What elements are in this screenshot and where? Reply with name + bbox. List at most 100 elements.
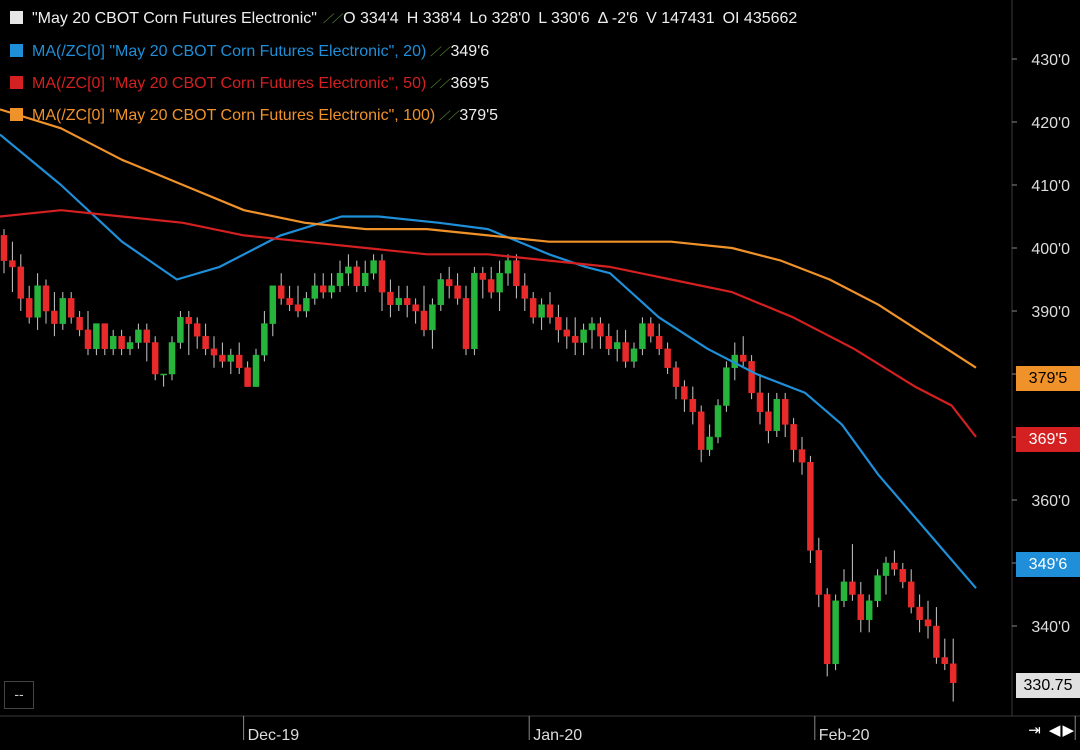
candle-body <box>857 594 865 620</box>
y-tick-label: 400'0 <box>1031 241 1070 258</box>
candle-body <box>933 625 940 658</box>
candle-body <box>790 424 797 450</box>
candle-body <box>244 367 251 387</box>
candle-body <box>748 361 755 394</box>
candle-body <box>9 260 16 268</box>
ohlc-volume: V 147431 <box>646 10 715 27</box>
candle-body <box>815 550 823 595</box>
candle-body <box>0 235 8 261</box>
candle-body <box>865 600 873 620</box>
ma50-label: MA(/ZC[0] "May 20 CBOT Corn Futures Elec… <box>32 75 427 92</box>
ma50-value: 369'5 <box>450 75 490 92</box>
candle-body <box>689 398 697 413</box>
candle-body <box>303 298 310 312</box>
ma100-swatch <box>10 108 23 121</box>
candle-body <box>681 386 688 400</box>
candle-body <box>849 581 856 595</box>
collapse-button[interactable]: -- <box>4 681 34 709</box>
candle-body <box>210 348 218 356</box>
candle-body <box>807 461 814 551</box>
candle-body <box>286 298 293 305</box>
candle-body <box>84 329 92 350</box>
candle-body <box>697 411 705 450</box>
candle-body <box>177 317 184 343</box>
candle-body <box>168 342 176 375</box>
candle-body <box>563 329 571 337</box>
symbol-legend[interactable]: "May 20 CBOT Corn Futures Electronic" ⟋⟋ O… <box>10 10 805 28</box>
study-settings-icon[interactable]: ⟋⟋ <box>322 11 342 26</box>
candle-body <box>193 323 201 337</box>
ma-line-ma20 <box>0 133 977 589</box>
candle-body <box>597 323 604 337</box>
candle-body <box>445 279 453 287</box>
candle-body <box>613 342 621 350</box>
candle-body <box>34 285 41 318</box>
candle-body <box>370 260 377 274</box>
ma20-value: 349'6 <box>450 43 490 60</box>
candle-body <box>109 335 117 350</box>
symbol-label: "May 20 CBOT Corn Futures Electronic" <box>32 10 317 27</box>
candle-body <box>412 304 419 312</box>
candle-body <box>765 411 772 431</box>
candle-body <box>723 367 730 406</box>
candle-body <box>101 323 109 350</box>
candle-body <box>605 335 613 350</box>
candle-body <box>916 606 923 620</box>
ma20-price-badge: 349'6 <box>1016 552 1080 577</box>
ohlc-last: L 330'6 <box>538 10 590 27</box>
study-settings-icon[interactable]: ⟋⟋ <box>430 76 449 91</box>
candle-body <box>160 373 167 376</box>
ma20-label: MA(/ZC[0] "May 20 CBOT Corn Futures Elec… <box>32 43 427 60</box>
x-axis-band <box>0 716 1080 750</box>
candle-body <box>949 663 957 683</box>
candle-body <box>538 304 545 318</box>
candle-body <box>941 657 949 665</box>
study-settings-icon[interactable]: ⟋⟋ <box>430 44 449 59</box>
candle-body <box>823 594 831 665</box>
ma100-price-badge: 379'5 <box>1016 366 1080 391</box>
candle-body <box>924 619 932 627</box>
candle-body <box>479 272 487 280</box>
candle-body <box>235 354 243 368</box>
candle-body <box>622 342 629 362</box>
candle-body <box>891 562 898 570</box>
candle-body <box>387 291 394 305</box>
ma20-swatch <box>10 44 23 57</box>
candle-body <box>781 398 789 425</box>
candle-body <box>59 298 67 324</box>
candle-body <box>143 329 151 343</box>
candle-body <box>756 392 764 413</box>
ma50-legend[interactable]: MA(/ZC[0] "May 20 CBOT Corn Futures Elec… <box>10 75 489 93</box>
candle-body <box>899 569 907 583</box>
candle-body <box>261 323 268 356</box>
ma100-legend[interactable]: MA(/ZC[0] "May 20 CBOT Corn Futures Elec… <box>10 107 498 125</box>
expand-arrows-icon[interactable]: ⇥ ◀▶ <box>1028 722 1076 739</box>
candle-body <box>319 285 327 293</box>
candle-body <box>706 436 713 450</box>
candle-body <box>429 304 436 331</box>
candle-body <box>328 285 335 293</box>
candle-body <box>76 317 83 331</box>
candle-body <box>395 298 403 305</box>
candle-body <box>345 266 352 274</box>
ma20-legend[interactable]: MA(/ZC[0] "May 20 CBOT Corn Futures Elec… <box>10 43 489 61</box>
candle-body <box>294 304 302 312</box>
candle-body <box>529 298 537 318</box>
symbol-swatch <box>10 11 23 24</box>
candle-body <box>202 335 209 350</box>
candle-body <box>151 342 159 375</box>
last-price-badge: 330.75 <box>1016 673 1080 698</box>
candlesticks <box>0 229 957 702</box>
candle-body <box>739 354 747 362</box>
candle-body <box>504 260 512 274</box>
candle-body <box>588 323 596 331</box>
candle-body <box>219 354 226 362</box>
y-axis-ticks: 430'0420'0410'0400'0390'0380'0370'0360'0… <box>1012 52 1070 636</box>
study-settings-icon[interactable]: ⟋⟋ <box>439 108 458 123</box>
candle-body <box>269 285 277 324</box>
candle-body <box>840 581 848 602</box>
ma50-price-badge: 369'5 <box>1016 427 1080 452</box>
candle-body <box>639 323 646 350</box>
candle-body <box>546 304 554 318</box>
candle-body <box>496 272 503 293</box>
